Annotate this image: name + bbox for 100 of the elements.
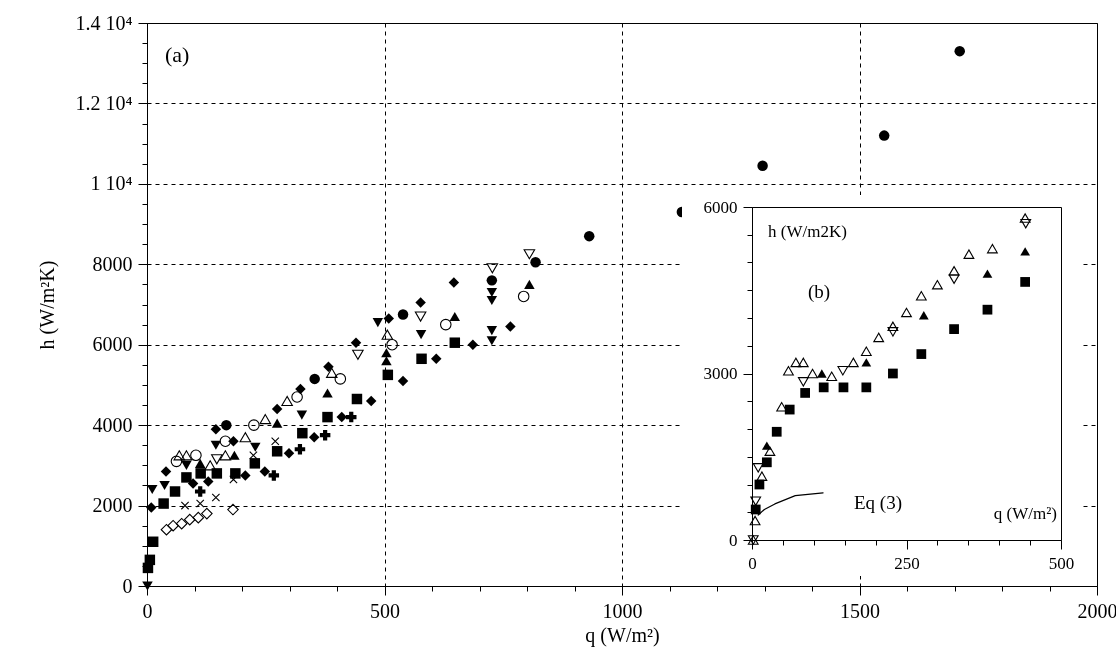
x-tick-label: 0 [142,599,153,622]
point [486,275,498,286]
point [259,466,271,477]
point [467,339,479,350]
y-tick-label: 4000 [92,413,133,436]
point [949,324,959,334]
point [249,458,261,469]
point [159,480,170,491]
point [530,257,541,268]
point [982,304,993,315]
point [350,337,362,348]
point [486,287,498,297]
point [336,411,347,423]
point [190,449,202,462]
point [294,444,306,455]
point [271,403,283,415]
point [175,517,188,530]
point [372,318,384,328]
point [1020,277,1031,287]
point [878,130,890,141]
point [431,353,442,365]
x-axis-title: q (W/m²) [585,623,660,647]
point [750,504,761,515]
point [283,448,295,459]
point [229,475,238,484]
point [381,329,394,340]
point [173,450,186,461]
point [204,460,216,471]
point [319,429,331,441]
point [818,382,829,393]
point [291,391,303,403]
y-tick-label: 6000 [703,197,738,217]
point [352,349,364,360]
point [771,426,782,437]
point [1019,213,1031,223]
point [888,368,898,379]
point [230,468,241,479]
point [146,502,157,513]
x-tick-label: 250 [894,553,920,573]
annotation: (b) [808,281,831,303]
point [873,332,885,343]
point [210,440,222,450]
point [211,454,223,465]
point [281,395,293,407]
point [296,410,308,420]
annotation: Eq (3) [854,492,903,514]
point [160,466,172,477]
point [240,470,251,481]
point [322,388,333,398]
x-tick-label: 500 [1048,553,1075,573]
point [757,160,768,171]
point [195,468,206,479]
x-tick-label: 500 [370,599,400,622]
point [761,457,772,468]
point [170,455,183,468]
point [194,486,206,497]
x-tick-label: 2000 [1077,599,1116,622]
point [887,321,899,332]
point [259,414,272,425]
point [860,346,872,357]
y-tick-label: 1.4 10⁴ [75,11,133,34]
y-tick-label: 3000 [703,364,738,383]
point [322,411,333,423]
point [783,365,794,376]
point [861,382,872,393]
point [816,369,827,378]
point [192,511,205,524]
point [826,371,838,382]
point [807,368,818,379]
point [248,419,260,431]
point [346,411,357,423]
point [169,486,181,497]
point [297,427,308,439]
point [948,274,960,284]
point [982,269,993,278]
point [381,356,392,366]
point [1020,218,1032,229]
point [486,326,498,336]
point [181,460,192,470]
point [790,357,802,368]
point [583,230,595,242]
point [365,395,377,407]
point [749,515,761,526]
point [963,249,975,259]
point [308,431,320,443]
point [147,536,159,548]
point [800,388,811,398]
point [211,468,223,479]
y-tick-label: 0 [122,574,133,597]
point [249,451,258,460]
point [195,499,205,508]
point [505,321,516,332]
y-tick-label: 1.2 10⁴ [75,91,133,114]
point [415,297,426,308]
point [351,393,363,405]
point [901,307,912,318]
point [486,336,498,346]
point [142,581,153,591]
point [486,263,499,274]
point [181,472,192,483]
